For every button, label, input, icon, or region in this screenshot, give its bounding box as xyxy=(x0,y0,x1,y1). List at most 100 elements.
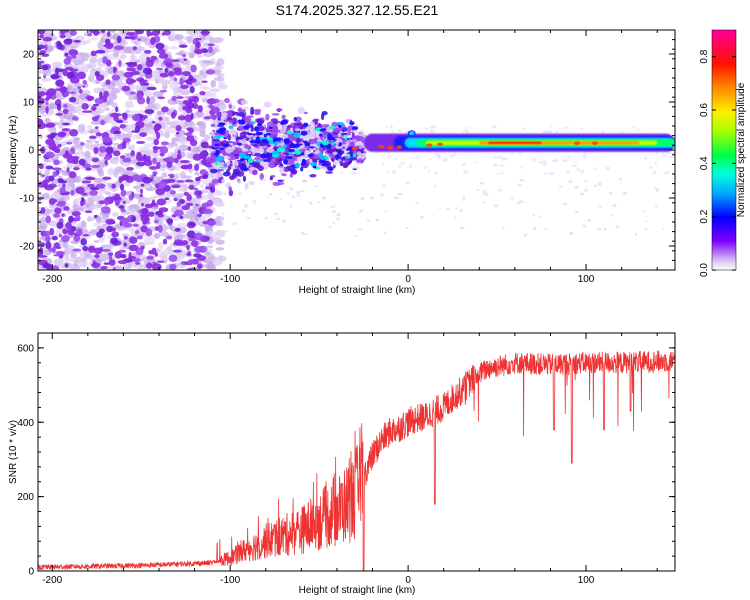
band-halo-dot xyxy=(620,131,625,133)
noise-peak xyxy=(48,142,57,151)
transition-blob xyxy=(308,138,316,145)
noise-blob xyxy=(203,134,211,141)
band-halo-dot xyxy=(432,130,436,134)
noise-blob xyxy=(91,258,102,263)
noise-blob xyxy=(77,125,86,133)
noise-peak xyxy=(135,262,141,265)
noise-peak xyxy=(103,156,111,161)
noise-peak xyxy=(144,49,152,54)
sparse-dot xyxy=(214,230,220,234)
transition-blob xyxy=(325,171,334,174)
band-halo-dot xyxy=(542,163,547,166)
noise-peak xyxy=(147,211,155,217)
noise-peak xyxy=(182,71,191,77)
transition-blob xyxy=(212,98,220,104)
noise-blob xyxy=(169,124,178,129)
noise-blob xyxy=(87,62,97,70)
snr-xtick-label: 100 xyxy=(578,575,595,586)
band-halo-dot xyxy=(566,155,571,159)
noise-peak xyxy=(153,138,160,146)
band-halo-dot xyxy=(414,156,420,159)
transition-core xyxy=(293,132,301,138)
noise-peak xyxy=(68,215,74,223)
sparse-dot xyxy=(369,196,375,200)
noise-peak xyxy=(102,56,108,64)
band-halo-dot xyxy=(497,155,503,159)
snr-xtick-label: -100 xyxy=(220,575,240,586)
band-halo-dot xyxy=(668,163,671,166)
band-halo-dot xyxy=(545,130,551,134)
noise-peak xyxy=(111,227,116,232)
transition-core xyxy=(324,156,329,160)
noise-blob xyxy=(104,191,112,195)
transition-core xyxy=(321,140,329,146)
noise-blob xyxy=(38,169,43,175)
transition-blob xyxy=(270,160,276,163)
band-halo-dot xyxy=(667,151,671,155)
band-halo-dot xyxy=(549,125,553,128)
transition-core xyxy=(243,155,251,159)
noise-peak xyxy=(182,54,187,58)
sparse-dot xyxy=(380,193,384,197)
noise-peak xyxy=(148,166,158,170)
noise-peak xyxy=(136,64,143,71)
noise-peak xyxy=(139,213,150,218)
band-halo-dot xyxy=(593,167,597,170)
sparse-dot xyxy=(238,192,243,195)
noise-peak xyxy=(66,141,73,145)
noise-peak xyxy=(98,146,107,153)
noise-peak xyxy=(71,116,79,121)
spectrogram-ytick-label: 10 xyxy=(23,98,35,109)
band-halo-dot xyxy=(548,171,555,176)
noise-blob xyxy=(143,237,155,245)
noise-peak xyxy=(122,200,126,204)
noise-peak xyxy=(98,200,106,205)
noise-peak xyxy=(50,73,60,80)
transition-core xyxy=(312,165,317,169)
noise-peak xyxy=(129,236,138,244)
band-halo-dot xyxy=(449,154,455,158)
transition-core xyxy=(304,141,311,147)
sparse-dot xyxy=(296,193,301,197)
band-halo-dot xyxy=(654,152,659,155)
noise-peak xyxy=(114,251,122,259)
noise-peak xyxy=(81,102,89,110)
noise-blob xyxy=(77,66,89,73)
noise-peak xyxy=(176,153,182,160)
band-halo-dot xyxy=(437,153,441,158)
noise-peak xyxy=(52,170,58,177)
transition-core xyxy=(259,137,266,140)
transition-core xyxy=(309,146,315,149)
sparse-dot xyxy=(562,202,568,205)
noise-peak xyxy=(195,195,202,199)
band-halo-dot xyxy=(501,157,507,161)
sparse-dot xyxy=(438,208,442,210)
transition-core xyxy=(216,155,223,162)
noise-peak xyxy=(92,103,100,107)
transition-blob xyxy=(237,125,246,131)
transition-core xyxy=(288,151,293,155)
transition-core xyxy=(329,125,337,129)
noise-peak xyxy=(102,176,112,180)
noise-peak xyxy=(170,111,176,119)
sparse-dot xyxy=(641,210,646,213)
noise-blob xyxy=(170,107,176,111)
noise-blob xyxy=(89,57,98,64)
noise-peak xyxy=(154,252,158,257)
band-halo-dot xyxy=(408,164,413,168)
band-knot xyxy=(396,145,403,149)
noise-blob xyxy=(79,63,91,67)
noise-peak xyxy=(181,205,190,211)
noise-peak xyxy=(120,217,129,225)
sparse-dot xyxy=(510,197,515,200)
noise-peak xyxy=(68,96,77,103)
noise-peak xyxy=(173,197,178,202)
transition-blob xyxy=(228,104,232,109)
noise-blob xyxy=(203,91,213,98)
noise-blob xyxy=(195,172,200,176)
band-halo-dot xyxy=(573,161,579,164)
snr-series-line xyxy=(38,350,675,571)
noise-peak xyxy=(166,235,173,240)
